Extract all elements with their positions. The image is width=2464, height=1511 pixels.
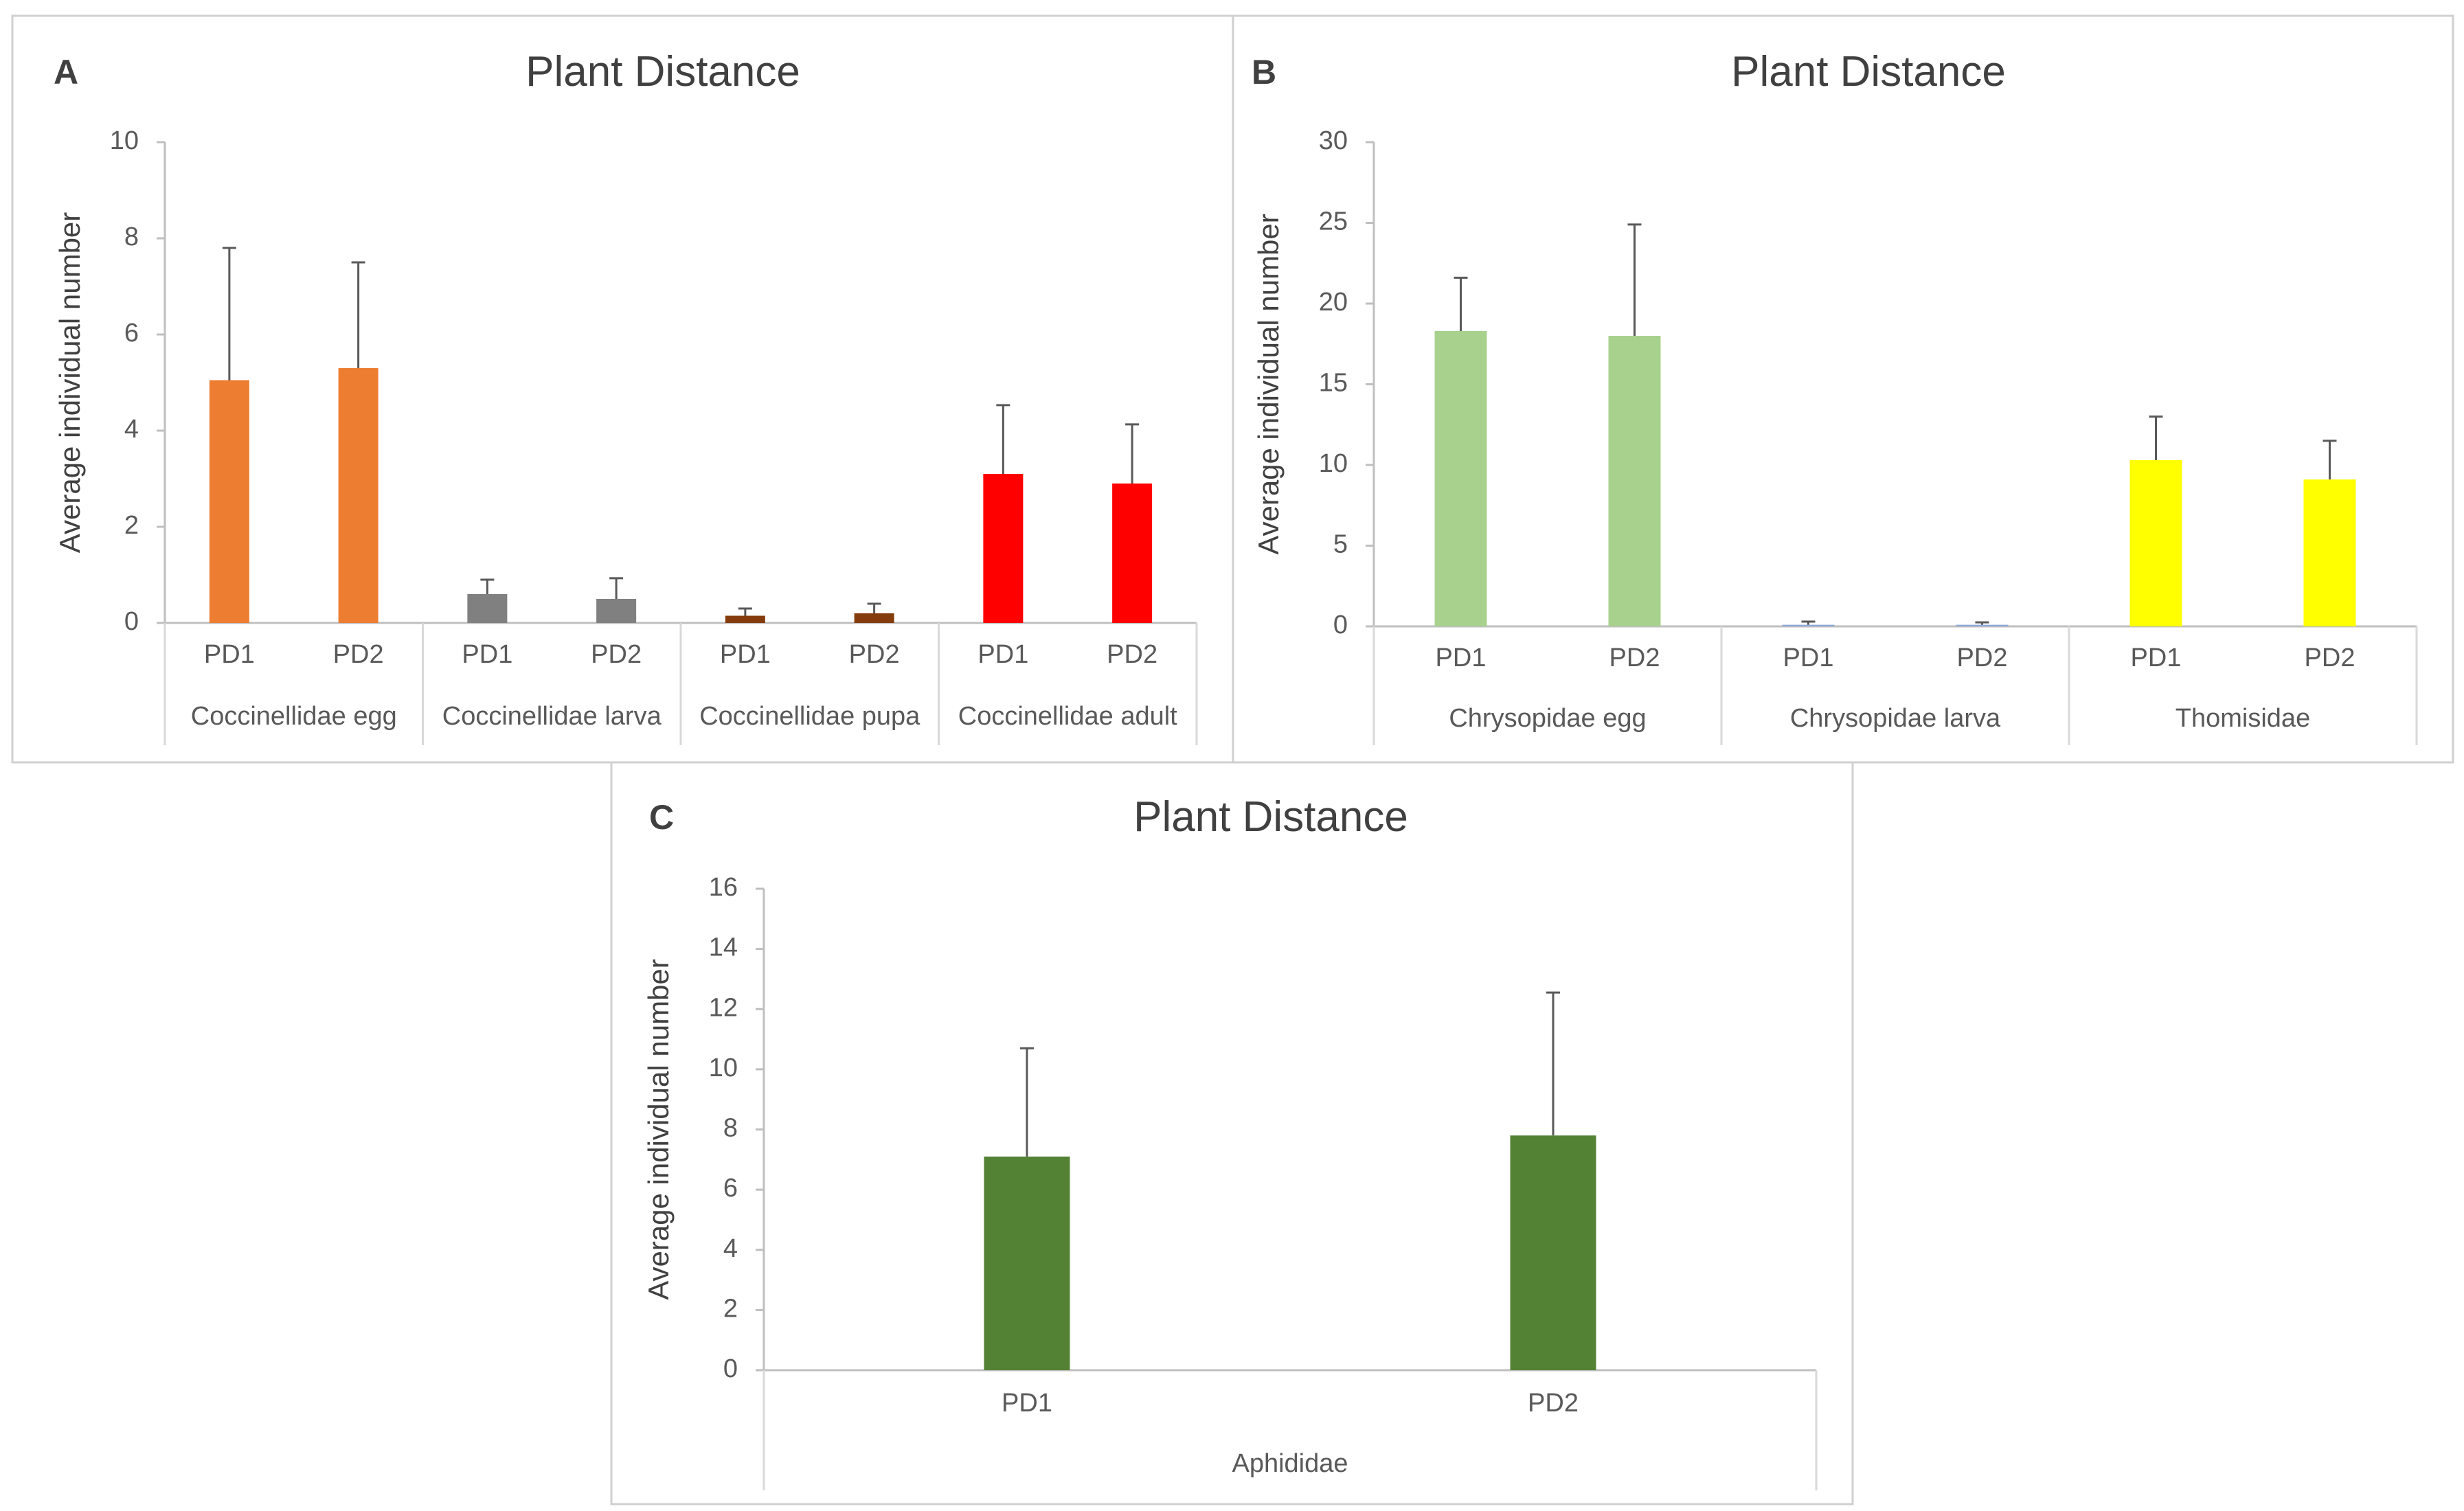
group-label: Chrysopidae larva: [1790, 704, 2001, 733]
y-tick-label: 8: [124, 223, 139, 251]
chart-panel-C: C Plant Distance Average individual number…: [610, 761, 1854, 1506]
x-tick-label: PD1: [977, 640, 1028, 669]
y-tick-label: 20: [1319, 288, 1348, 317]
y-tick-label: 0: [1333, 611, 1348, 639]
y-tick-label: 10: [1319, 449, 1348, 478]
bar: [984, 1156, 1070, 1370]
x-tick-label: PD2: [591, 640, 642, 669]
bar: [467, 594, 508, 623]
bar: [1956, 624, 2009, 626]
x-tick-label: PD2: [1528, 1389, 1579, 1418]
x-tick-label: PD1: [462, 640, 512, 669]
group-label: Coccinellidae larva: [442, 702, 662, 731]
y-tick-label: 4: [124, 415, 139, 444]
y-tick-label: 8: [723, 1114, 738, 1143]
y-axis-label: Average individual number: [642, 959, 675, 1300]
y-tick-label: 14: [709, 933, 738, 962]
x-tick-label: PD2: [1107, 640, 1157, 669]
group-label: Thomisidae: [2175, 704, 2310, 733]
x-tick-label: PD2: [1957, 644, 2008, 672]
x-tick-label: PD1: [1002, 1389, 1052, 1418]
bar: [983, 474, 1024, 623]
panel-border: [1232, 14, 2454, 764]
panel-label: C: [649, 798, 674, 837]
y-tick-label: 2: [124, 511, 139, 540]
panel-label: B: [1252, 53, 1276, 91]
x-tick-label: PD2: [2305, 644, 2355, 672]
x-tick-label: PD1: [1436, 644, 1487, 672]
y-tick-label: 30: [1319, 126, 1348, 155]
x-tick-label: PD1: [204, 640, 255, 669]
x-tick-label: PD1: [1783, 644, 1834, 672]
y-tick-label: 6: [723, 1174, 738, 1203]
group-label: Coccinellidae adult: [958, 702, 1177, 731]
chart-title: Plant Distance: [1731, 48, 2006, 95]
chart-panel-A: A Plant Distance Average individual number…: [11, 14, 1234, 764]
y-tick-label: 2: [723, 1294, 738, 1323]
y-tick-label: 12: [709, 993, 738, 1022]
y-tick-label: 4: [723, 1234, 738, 1263]
bar: [2303, 479, 2356, 626]
group-label: Aphididae: [1232, 1449, 1348, 1478]
group-label: Coccinellidae pupa: [699, 702, 920, 731]
y-axis-label: Average individual number: [1252, 214, 1285, 555]
bar: [338, 368, 378, 623]
chart-title: Plant Distance: [525, 48, 800, 95]
group-label: Chrysopidae egg: [1449, 704, 1646, 733]
bar: [725, 615, 765, 623]
bar: [1782, 624, 1835, 626]
bar: [209, 380, 249, 623]
y-tick-label: 0: [124, 607, 139, 636]
bar: [1510, 1135, 1596, 1370]
x-tick-label: PD1: [2131, 644, 2182, 672]
x-tick-label: PD2: [849, 640, 900, 669]
y-axis-label: Average individual number: [54, 212, 86, 554]
bar: [854, 613, 894, 623]
x-tick-label: PD2: [333, 640, 384, 669]
group-label: Coccinellidae egg: [191, 702, 397, 731]
x-tick-label: PD2: [1609, 644, 1660, 672]
bar: [1112, 484, 1153, 623]
y-tick-label: 10: [709, 1054, 738, 1082]
y-tick-label: 6: [124, 319, 139, 348]
chart-panel-B: B Plant Distance Average individual number…: [1232, 14, 2454, 764]
panel-border: [610, 761, 1854, 1506]
y-tick-label: 5: [1333, 530, 1348, 559]
x-tick-label: PD1: [720, 640, 771, 669]
y-tick-label: 25: [1319, 207, 1348, 236]
bar: [1608, 336, 1661, 626]
chart-title: Plant Distance: [1133, 793, 1408, 841]
y-tick-label: 0: [723, 1354, 738, 1383]
bar: [596, 599, 637, 623]
y-tick-label: 15: [1319, 369, 1348, 398]
bar: [1434, 330, 1487, 626]
panel-label: A: [54, 53, 78, 91]
y-tick-label: 10: [110, 126, 139, 155]
bar: [2129, 459, 2182, 626]
y-tick-label: 16: [709, 873, 738, 902]
